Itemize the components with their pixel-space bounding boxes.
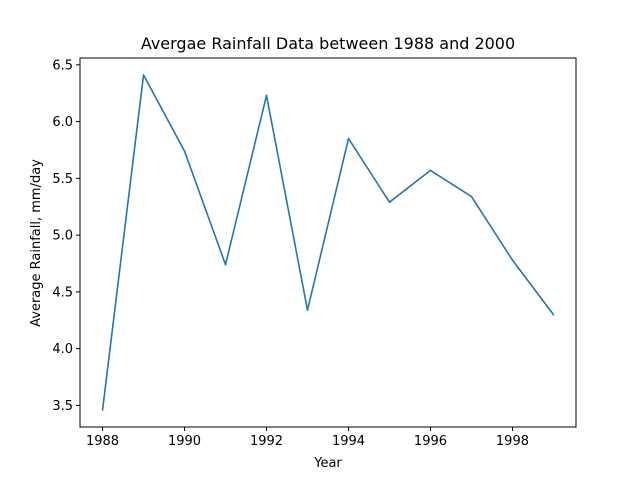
y-tick-label: 5.0 bbox=[52, 229, 73, 244]
data-point bbox=[183, 150, 186, 152]
x-tick-label: 1998 bbox=[496, 434, 529, 449]
y-tick-label: 4.5 bbox=[52, 285, 73, 300]
data-point bbox=[470, 195, 473, 198]
x-tick-label: 1996 bbox=[414, 434, 447, 449]
plot-area bbox=[101, 74, 555, 411]
y-tick-label: 4.0 bbox=[52, 342, 73, 357]
y-axis-label: Average Rainfall, mm/day bbox=[29, 159, 44, 327]
data-point bbox=[388, 201, 391, 203]
data-point bbox=[511, 259, 514, 261]
data-point bbox=[429, 169, 432, 172]
axes-frame bbox=[79, 57, 577, 428]
data-point bbox=[347, 137, 350, 140]
y-tick-label: 6.5 bbox=[52, 58, 73, 73]
y-tick-label: 3.5 bbox=[52, 399, 73, 414]
y-tick-label: 5.5 bbox=[52, 172, 73, 187]
data-point bbox=[224, 263, 227, 266]
x-tick-label: 1988 bbox=[86, 434, 119, 449]
x-tick-label: 1992 bbox=[250, 434, 283, 449]
x-tick-label: 1990 bbox=[168, 434, 201, 449]
series-line bbox=[101, 74, 555, 411]
data-point bbox=[552, 313, 555, 316]
y-tick-label: 6.0 bbox=[52, 115, 73, 130]
data-point bbox=[101, 409, 104, 411]
chart-title: Avergae Rainfall Data between 1988 and 2… bbox=[141, 34, 515, 53]
x-axis-label: Year bbox=[313, 456, 342, 471]
x-axis: 1988 1990 1992 1994 1996 1998 bbox=[86, 427, 529, 449]
x-tick-label: 1994 bbox=[332, 434, 365, 449]
y-axis: 3.5 4.0 4.5 5.0 5.5 6.0 6.5 bbox=[52, 58, 80, 414]
data-point bbox=[265, 94, 268, 97]
data-point bbox=[142, 74, 145, 76]
data-point bbox=[306, 309, 309, 311]
